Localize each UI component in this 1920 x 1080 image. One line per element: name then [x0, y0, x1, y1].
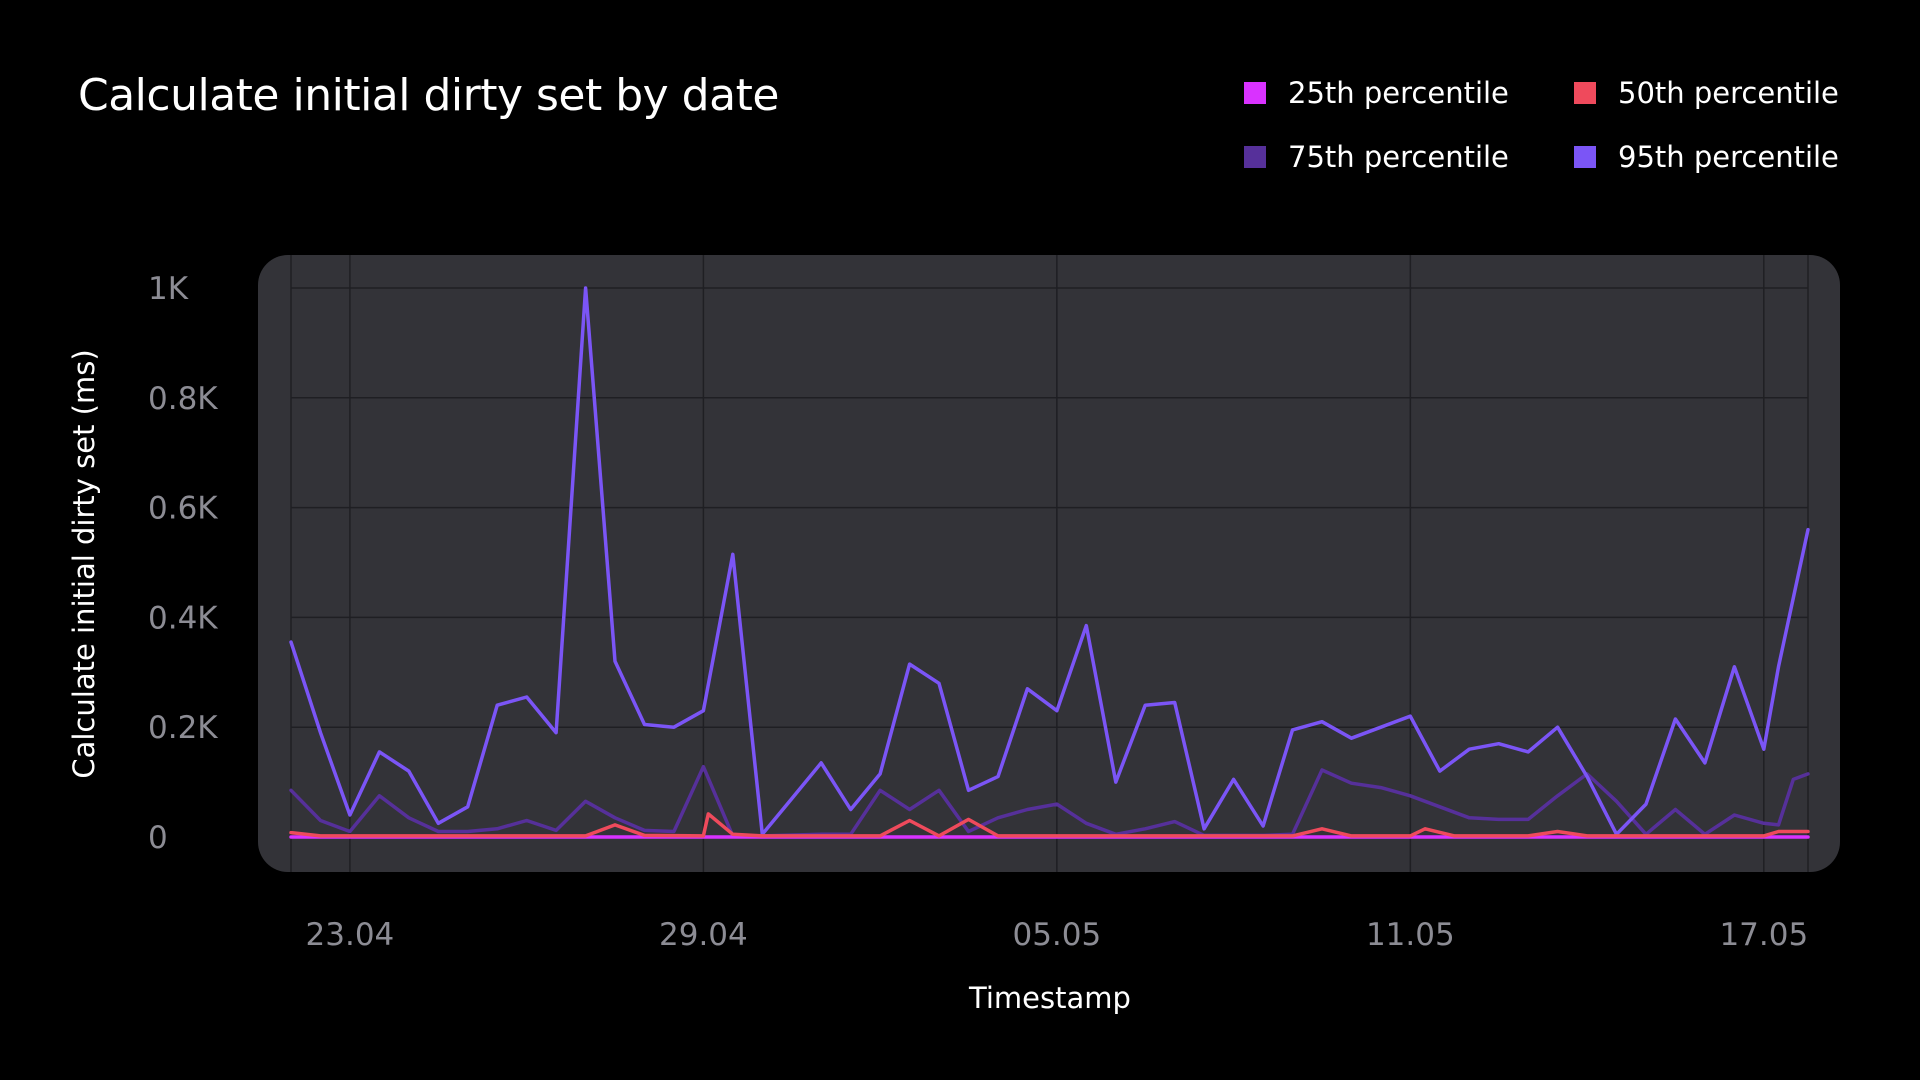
chart-title: Calculate initial dirty set by date	[78, 70, 779, 121]
y-tick-label: 0.4K	[148, 600, 218, 636]
chart-legend: 25th percentile 50th percentile 75th per…	[1244, 74, 1904, 176]
legend-label-75th: 75th percentile	[1288, 140, 1509, 174]
legend-label-95th: 95th percentile	[1618, 140, 1839, 174]
legend-label-50th: 50th percentile	[1618, 76, 1839, 110]
legend-item-95th[interactable]: 95th percentile	[1574, 138, 1874, 176]
series-lines	[289, 286, 1810, 839]
legend-swatch-95th	[1574, 146, 1596, 168]
y-tick-label: 0.2K	[148, 710, 218, 746]
y-tick-label: 0	[148, 820, 168, 856]
y-axis-title: Calculate initial dirty set (ms)	[67, 349, 101, 778]
x-axis-ticks: 23.04 29.04 05.05 11.05 17.05	[306, 917, 1809, 953]
x-axis-title: Timestamp	[968, 981, 1131, 1015]
y-axis-ticks: 0 0.2K 0.4K 0.6K 0.8K 1K	[148, 271, 218, 856]
series-line-75th	[289, 764, 1810, 838]
x-tick-label: 05.05	[1012, 917, 1101, 953]
x-tick-label: 11.05	[1366, 917, 1455, 953]
series-line-95th	[289, 286, 1810, 837]
y-tick-label: 0.8K	[148, 381, 218, 417]
y-tick-label: 0.6K	[148, 491, 218, 527]
plot-area	[258, 255, 1840, 872]
legend-label-25th: 25th percentile	[1288, 76, 1509, 110]
legend-item-75th[interactable]: 75th percentile	[1244, 138, 1574, 176]
y-tick-label: 1K	[148, 271, 189, 307]
legend-item-50th[interactable]: 50th percentile	[1574, 74, 1874, 112]
legend-swatch-25th	[1244, 82, 1266, 104]
legend-swatch-50th	[1574, 82, 1596, 104]
legend-item-25th[interactable]: 25th percentile	[1244, 74, 1574, 112]
x-tick-label: 17.05	[1719, 917, 1808, 953]
x-tick-label: 29.04	[659, 917, 748, 953]
x-tick-label: 23.04	[306, 917, 395, 953]
legend-swatch-75th	[1244, 146, 1266, 168]
series-line-50th	[289, 812, 1810, 838]
